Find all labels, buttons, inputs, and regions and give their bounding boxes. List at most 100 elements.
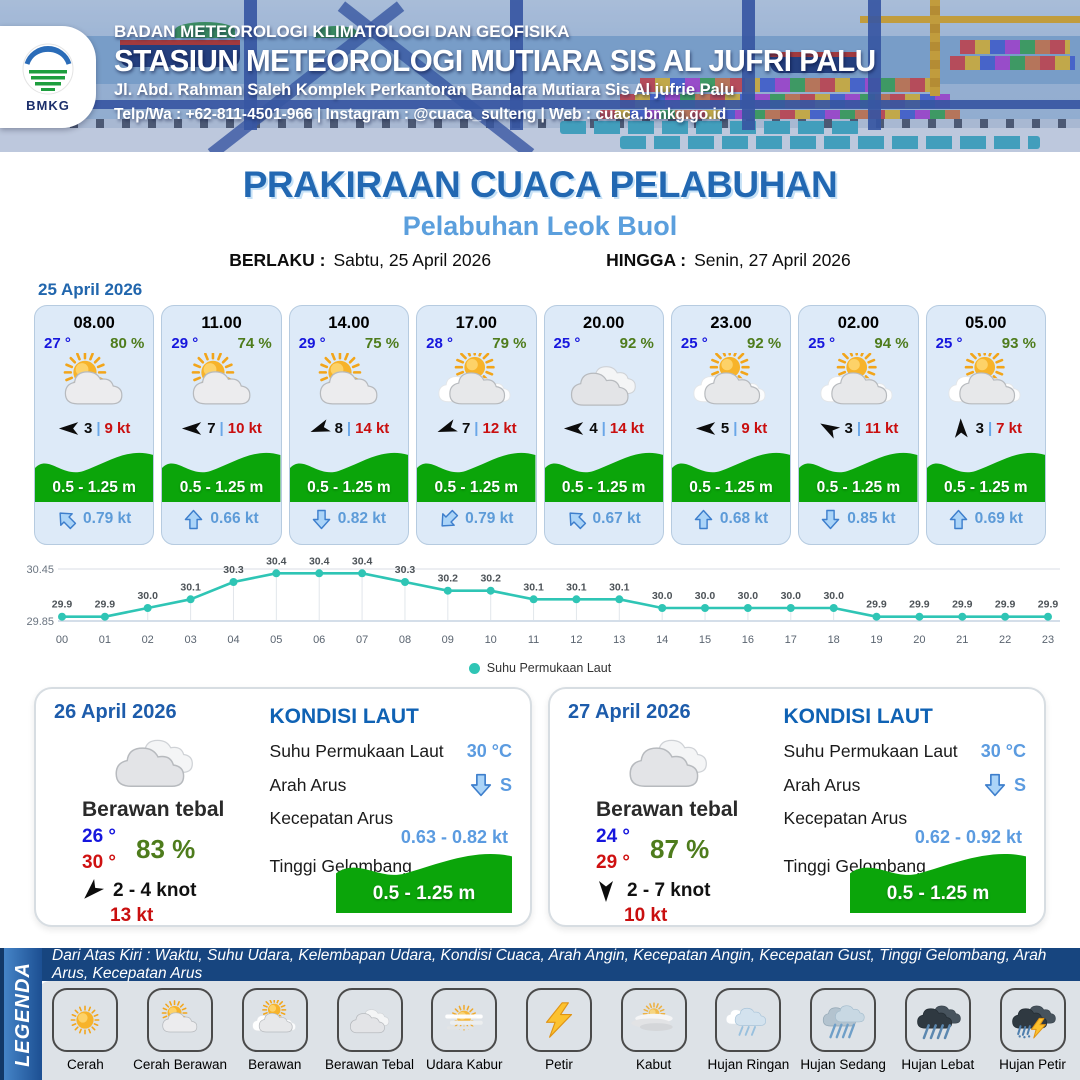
wind-direction-arrow-icon xyxy=(820,422,841,439)
daily-condition: Berawan tebal xyxy=(596,798,739,821)
current-direction-value: S xyxy=(1013,774,1026,795)
cerah-icon xyxy=(70,1005,100,1035)
forecast-time: 05.00 xyxy=(965,314,1007,332)
air-temperature: 27 ° xyxy=(44,335,71,352)
svg-text:29.9: 29.9 xyxy=(952,599,973,611)
svg-text:29.9: 29.9 xyxy=(909,599,930,611)
svg-text:10: 10 xyxy=(485,634,497,646)
weather-icon-slot xyxy=(162,352,280,416)
wind-arrow-slot xyxy=(181,421,203,436)
validity-row: BERLAKU : Sabtu, 25 April 2026 HINGGA : Se… xyxy=(0,250,1080,271)
separator: | xyxy=(733,419,738,437)
waiting-seats xyxy=(620,136,1040,149)
legend-item-label: Hujan Petir xyxy=(999,1057,1066,1072)
daily-wind-range: 2 - 4 knot xyxy=(113,880,197,902)
svg-text:17: 17 xyxy=(785,634,797,646)
svg-text:30.3: 30.3 xyxy=(395,564,416,576)
hujan-ringan-icon xyxy=(726,1007,767,1036)
svg-text:19: 19 xyxy=(870,634,882,646)
wave-shape xyxy=(162,452,281,502)
current-direction-arrow-icon xyxy=(568,511,586,529)
hingga-label: HINGGA : xyxy=(606,250,687,270)
current-speed-label: Kecepatan Arus xyxy=(269,808,394,828)
svg-text:30.4: 30.4 xyxy=(352,555,373,567)
island-shape xyxy=(175,22,235,38)
current-direction-value: S xyxy=(499,774,512,795)
berawan-tebal-icon xyxy=(629,739,707,787)
wind-direction-arrow-icon xyxy=(695,421,716,435)
legend-item-label: Hujan Lebat xyxy=(901,1057,975,1072)
current-direction-label: Arah Arus xyxy=(269,774,347,795)
forecast-card: 14.00 29 ° 75 % 8 | 14 kt 0.5 - 1.25 m 0… xyxy=(288,305,410,545)
legend-icon-box xyxy=(336,988,403,1052)
air-temperature: 25 ° xyxy=(935,335,963,352)
svg-text:23: 23 xyxy=(1042,634,1054,646)
wind-speed: 4 xyxy=(589,419,598,437)
svg-text:30.3: 30.3 xyxy=(223,564,244,576)
waiting-seats xyxy=(560,121,860,134)
temp-humidity-row: 25 ° 93 % xyxy=(927,333,1045,352)
current-speed-row: Kecepatan Arus xyxy=(270,808,512,829)
wave-height-row: Tinggi Gelombang xyxy=(784,856,1026,877)
blue-tint-overlay xyxy=(0,0,1080,152)
forecast-card: 17.00 28 ° 79 % 7 | 12 kt 0.5 - 1.25 m 0… xyxy=(416,305,537,545)
legend-items: Cerah Cerah Berawan Berawan Berawan Teba… xyxy=(38,981,1080,1080)
legend-icon-box xyxy=(620,988,687,1052)
wind-row: 3 | 11 kt xyxy=(799,416,917,440)
daily-wind-arrow-slot xyxy=(594,881,618,903)
humidity: 75 % xyxy=(364,335,400,352)
humidity: 93 % xyxy=(1001,335,1036,352)
humidity: 92 % xyxy=(619,335,654,352)
current-speed: 0.82 kt xyxy=(337,510,387,527)
temp-humidity-row: 29 ° 75 % xyxy=(290,333,408,352)
forecast-time: 08.00 xyxy=(73,314,115,332)
forecast-date: 25 April 2026 xyxy=(38,280,143,299)
cerah-berawan-icon xyxy=(63,353,123,405)
wave-height-band: 0.5 - 1.25 m xyxy=(417,442,536,502)
svg-text:29.9: 29.9 xyxy=(95,599,116,611)
wind-speed: 3 xyxy=(83,419,93,437)
window-beam xyxy=(742,0,755,130)
window-beam xyxy=(868,0,881,130)
berawan-icon xyxy=(693,353,766,405)
current-direction-row: Arah Arus S xyxy=(784,773,1026,797)
forecast-time: 02.00 xyxy=(837,314,880,332)
svg-text:07: 07 xyxy=(356,634,368,646)
wind-arrow-slot xyxy=(309,418,331,436)
hingga: HINGGA : Senin, 27 April 2026 xyxy=(606,250,851,271)
wind-direction-arrow-icon xyxy=(599,881,613,903)
legend-item: Berawan xyxy=(229,988,321,1072)
weather-icon-slot xyxy=(672,352,790,416)
sst-label: Suhu Permukaan Laut xyxy=(269,741,444,761)
wave-height-band: 0.5 - 1.25 m xyxy=(926,442,1045,502)
bmkg-logo-label: BMKG xyxy=(26,97,70,113)
wave-height-band: 0.5 - 1.25 m xyxy=(671,442,791,502)
daily-temps: 24 ° 29 ° 87 % xyxy=(596,824,770,875)
svg-text:30.1: 30.1 xyxy=(609,581,630,593)
legend-section: LEGENDA Dari Atas Kiri : Waktu, Suhu Uda… xyxy=(0,947,1080,1080)
current-row: 0.67 kt xyxy=(545,502,663,536)
current-direction-arrow-icon xyxy=(59,511,77,529)
daily-humidity: 87 % xyxy=(650,834,710,865)
wind-speed: 8 xyxy=(334,419,343,437)
current-row: 0.85 kt xyxy=(799,502,917,536)
legend-strip: LEGENDA xyxy=(0,948,42,1080)
wave-height-band: 0.5 - 1.25 m xyxy=(544,442,663,502)
station-address: Jl. Abd. Rahman Saleh Komplek Perkantora… xyxy=(114,81,735,100)
svg-text:20: 20 xyxy=(913,634,925,646)
svg-text:30.45: 30.45 xyxy=(26,564,54,576)
svg-text:30.0: 30.0 xyxy=(738,590,759,602)
wind-arrow-slot xyxy=(950,417,972,438)
current-arrow-slot xyxy=(821,509,840,530)
current-speed-row: Kecepatan Arus xyxy=(784,808,1026,829)
legend-item: Cerah xyxy=(39,988,131,1072)
weather-icon-slot xyxy=(417,352,535,416)
window-beam xyxy=(0,100,1080,109)
wind-speed: 7 xyxy=(461,419,471,437)
sea-conditions-heading: KONDISI LAUT xyxy=(269,705,419,728)
wind-direction-arrow-icon xyxy=(84,879,105,900)
wind-arrow-slot xyxy=(818,421,841,439)
svg-text:29.9: 29.9 xyxy=(995,599,1016,611)
svg-text:06: 06 xyxy=(313,634,325,646)
legend-item-label: Petir xyxy=(545,1057,573,1072)
